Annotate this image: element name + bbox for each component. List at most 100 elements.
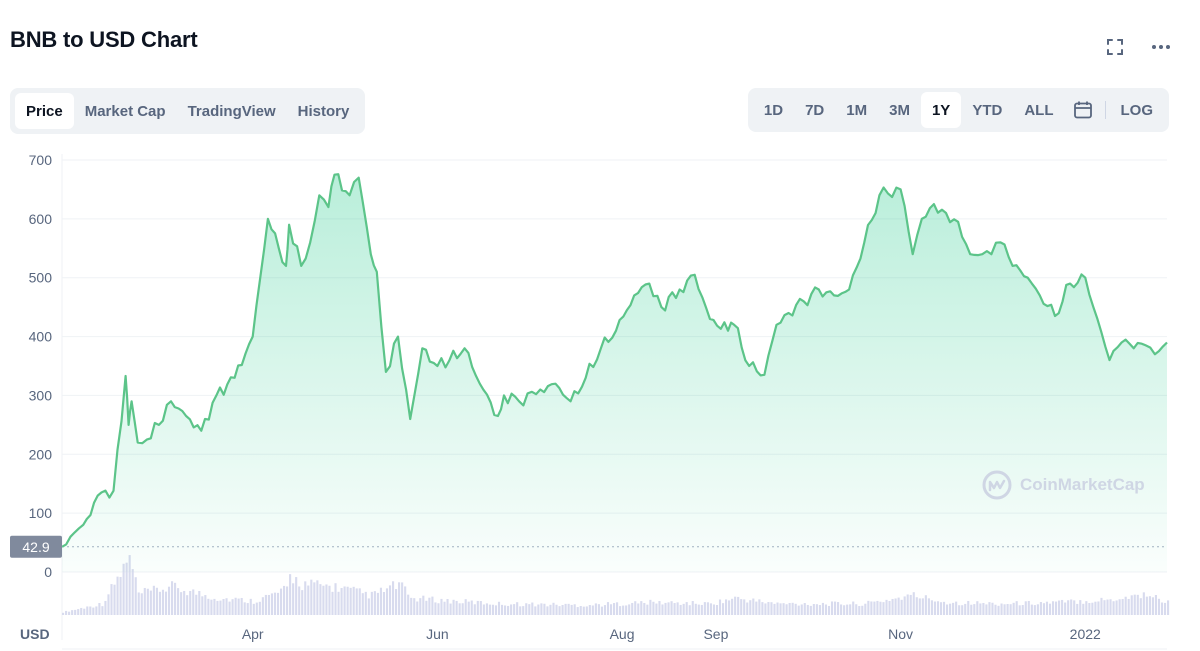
volume-bar [446, 599, 449, 615]
volume-bar [942, 601, 946, 615]
volume-bar [576, 607, 579, 615]
volume-bar [1079, 600, 1082, 615]
volume-bar [821, 602, 824, 615]
volume-bar [210, 599, 213, 615]
price-chart[interactable]: 0 100 200 300 400 500 600 700 42.9 Apr Jun Aug Sep No… [0, 140, 1200, 651]
volume-bar [936, 601, 940, 615]
volume-bar [558, 606, 561, 615]
volume-bar [861, 605, 864, 615]
volume-bar [579, 606, 582, 615]
log-scale-toggle[interactable]: LOG [1120, 101, 1154, 119]
volume-bar [237, 598, 240, 615]
volume-bar [364, 591, 367, 615]
range-ytd[interactable]: YTD [972, 101, 1003, 119]
y-tick-label: 600 [29, 211, 53, 227]
volume-bar [198, 591, 201, 615]
volume-bar [170, 581, 174, 615]
volume-bar [334, 583, 337, 615]
volume-bar [125, 562, 128, 615]
volume-bar [122, 563, 125, 615]
volume-bar [458, 603, 461, 615]
volume-bar [964, 603, 967, 615]
volume-bar [316, 580, 319, 615]
volume-bar [189, 590, 192, 615]
volume-bar [301, 590, 304, 615]
x-tick-label: Apr [242, 626, 264, 642]
tab-price[interactable]: Price [15, 93, 74, 129]
range-7d[interactable]: 7D [805, 101, 825, 119]
volume-bar [419, 598, 422, 615]
volume-bar [903, 596, 906, 615]
volume-bar [1054, 601, 1058, 615]
volume-bar [631, 602, 634, 615]
volume-bar [164, 591, 168, 615]
volume-bar [767, 602, 770, 615]
y-tick-label: 100 [29, 505, 53, 521]
volume-bar [431, 596, 434, 615]
volume-bar [924, 595, 927, 615]
tab-history[interactable]: History [297, 102, 350, 120]
volume-bar [776, 602, 779, 615]
volume-bar [606, 602, 610, 615]
volume-bars [62, 555, 1170, 615]
volume-bar [234, 597, 237, 615]
volume-bar [298, 586, 301, 615]
volume-bar [1076, 603, 1079, 615]
range-1y[interactable]: 1Y [920, 92, 962, 128]
volume-bar [764, 603, 767, 615]
volume-bar [803, 603, 806, 615]
volume-bar [1006, 604, 1009, 615]
volume-bar [809, 605, 812, 615]
volume-bar [261, 597, 264, 615]
tab-tradingview[interactable]: TradingView [187, 102, 276, 120]
volume-bar [95, 606, 98, 615]
volume-bar [62, 612, 65, 615]
price-line [61, 173, 1168, 548]
volume-bar [867, 600, 870, 615]
range-3m[interactable]: 3M [889, 101, 910, 119]
volume-bar [840, 604, 843, 615]
volume-bar [110, 584, 113, 615]
volume-bar [340, 588, 343, 615]
y-tick-label: 500 [29, 270, 53, 286]
volume-bar [1030, 604, 1033, 615]
volume-bar [846, 604, 849, 615]
volume-bar [1133, 594, 1136, 615]
volume-bar [65, 610, 68, 615]
volume-bar [310, 579, 313, 615]
volume-bar [276, 592, 280, 615]
range-1d[interactable]: 1D [763, 101, 784, 119]
volume-bar [540, 603, 543, 615]
volume-bar [83, 608, 86, 615]
range-all[interactable]: ALL [1024, 101, 1054, 119]
volume-bar [833, 601, 837, 615]
more-icon[interactable] [1150, 36, 1172, 58]
range-1m[interactable]: 1M [846, 101, 868, 119]
volume-bar [1136, 594, 1139, 615]
volume-bar [849, 604, 852, 615]
volume-bar [734, 596, 737, 615]
volume-bar [407, 594, 410, 615]
volume-bar [824, 604, 828, 615]
volume-bar [485, 603, 488, 615]
tab-market-cap[interactable]: Market Cap [84, 102, 166, 120]
volume-bar [927, 598, 930, 615]
volume-bar [1148, 596, 1151, 615]
volume-bar [1085, 601, 1088, 615]
volume-bar [273, 592, 277, 615]
volume-bar [149, 590, 152, 615]
volume-bar [649, 599, 652, 615]
fullscreen-icon[interactable] [1104, 36, 1126, 58]
volume-bar [682, 603, 685, 615]
volume-bar [770, 602, 773, 615]
volume-bar [104, 600, 107, 615]
volume-bar [812, 603, 815, 615]
volume-bar [1073, 600, 1076, 615]
volume-bar [688, 605, 691, 615]
volume-bar [691, 601, 694, 615]
volume-bar [201, 596, 204, 615]
y-tick-label: 300 [29, 387, 53, 403]
calendar-icon[interactable] [1065, 92, 1101, 128]
header-actions [1104, 36, 1172, 58]
volume-bar [1167, 600, 1170, 615]
